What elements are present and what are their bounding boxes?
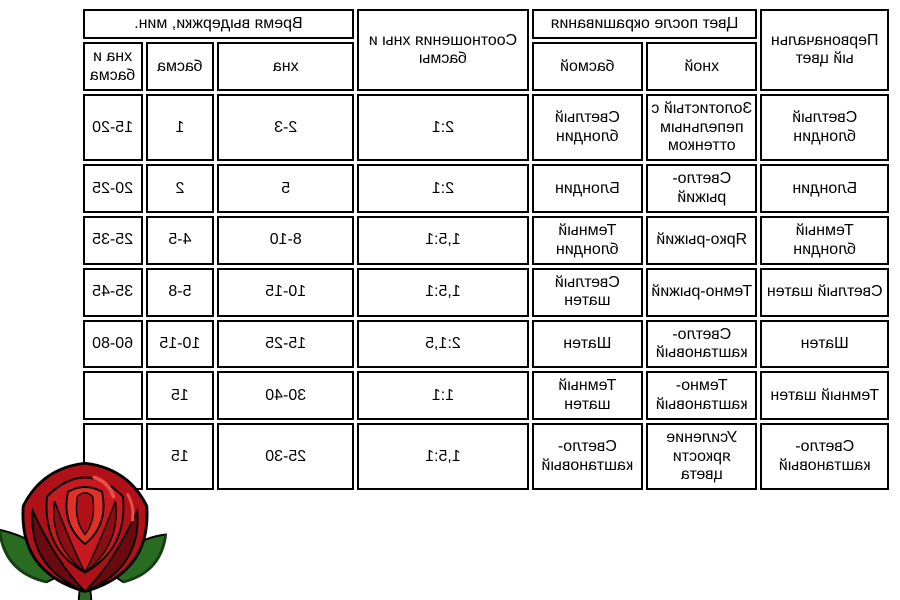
cell-henna: Темно-каштановый (646, 371, 757, 420)
hdr-t-henna: хна (217, 42, 354, 91)
cell-henna: Усиление яркости цвета (646, 423, 757, 490)
cell-time-basma: 1 (146, 94, 215, 161)
cell-henna: Темно-рыжий (646, 268, 757, 317)
hdr-ratio: Соотношения хны и басмы (357, 9, 528, 91)
table-row: Темный шатенТемно-каштановыйТемный шатен… (11, 371, 889, 420)
table-row: БлондинСветло-рыжийБлондин2:15220-25 (11, 164, 889, 213)
cell-time-basma: 5-8 (146, 268, 215, 317)
hdr-t-basma: басма (146, 42, 215, 91)
cell-original: Светло-каштановый (760, 423, 889, 490)
cell-time-mix: 35-45 (83, 268, 143, 317)
hdr-basma: басмой (532, 42, 643, 91)
cell-time-basma: 10-15 (146, 320, 215, 369)
cell-time-henna: 5 (217, 164, 354, 213)
cell-original: Темный шатен (760, 371, 889, 420)
cell-basma: Светло-каштановый (532, 423, 643, 490)
hdr-time: Время выдержки, мин. (83, 9, 355, 39)
cell-time-mix: 60-80 (83, 320, 143, 369)
hdr-original-color: Первоначальный цвет (760, 9, 889, 91)
cell-basma: Светлый шатен (532, 268, 643, 317)
cell-basma: Блондин (532, 164, 643, 213)
cell-time-mix (83, 371, 143, 420)
cell-ratio: 1,5:1 (357, 268, 528, 317)
cell-henna: Светло-каштановый (646, 320, 757, 369)
cell-time-mix: 25-35 (83, 216, 143, 265)
table-row: Светлый блондинЗолотистый с пепельным от… (11, 94, 889, 161)
table-row: Темный блондинЯрко-рыжийТемный блондин1,… (11, 216, 889, 265)
cell-basma: Светлый блондин (532, 94, 643, 161)
cell-original: Шатен (760, 320, 889, 369)
cell-ratio: 2:1,5 (357, 320, 528, 369)
cell-time-basma: 2 (146, 164, 215, 213)
cell-original: Светлый шатен (760, 268, 889, 317)
cell-original: Темный блондин (760, 216, 889, 265)
cell-ratio: 1,5:1 (357, 216, 528, 265)
cell-henna: Ярко-рыжий (646, 216, 757, 265)
cell-time-henna: 10-15 (217, 268, 354, 317)
cell-time-basma: 4-5 (146, 216, 215, 265)
cell-basma: Темный блондин (532, 216, 643, 265)
table-row: ШатенСветло-каштановыйШатен2:1,515-2510-… (11, 320, 889, 369)
cell-basma: Темный шатен (532, 371, 643, 420)
cell-time-mix: 20-25 (83, 164, 143, 213)
cell-ratio: 2:1 (357, 164, 528, 213)
hdr-after-dye: Цвет после окрашивания (532, 9, 758, 39)
table-row: Светлый шатенТемно-рыжийСветлый шатен1,5… (11, 268, 889, 317)
cell-ratio: 1:1 (357, 371, 528, 420)
cell-time-henna: 2-3 (217, 94, 354, 161)
cell-henna: Светло-рыжий (646, 164, 757, 213)
rose-icon (0, 430, 180, 600)
cell-time-henna: 30-40 (217, 371, 354, 420)
cell-time-henna: 25-30 (217, 423, 354, 490)
mirrored-container: Первоначальный цвет Цвет после окрашиван… (0, 0, 900, 600)
cell-time-mix: 15-20 (83, 94, 143, 161)
cell-ratio: 1,5:1 (357, 423, 528, 490)
cell-basma: Шатен (532, 320, 643, 369)
cell-time-henna: 8-10 (217, 216, 354, 265)
cell-original: Блондин (760, 164, 889, 213)
cell-time-henna: 15-25 (217, 320, 354, 369)
cell-time-basma: 15 (146, 371, 215, 420)
cell-original: Светлый блондин (760, 94, 889, 161)
hdr-henna: хной (646, 42, 757, 91)
dye-table: Первоначальный цвет Цвет после окрашиван… (8, 6, 892, 493)
cell-henna: Золотистый с пепельным оттенком (646, 94, 757, 161)
hdr-t-mix: хна и басма (83, 42, 143, 91)
cell-ratio: 2:1 (357, 94, 528, 161)
